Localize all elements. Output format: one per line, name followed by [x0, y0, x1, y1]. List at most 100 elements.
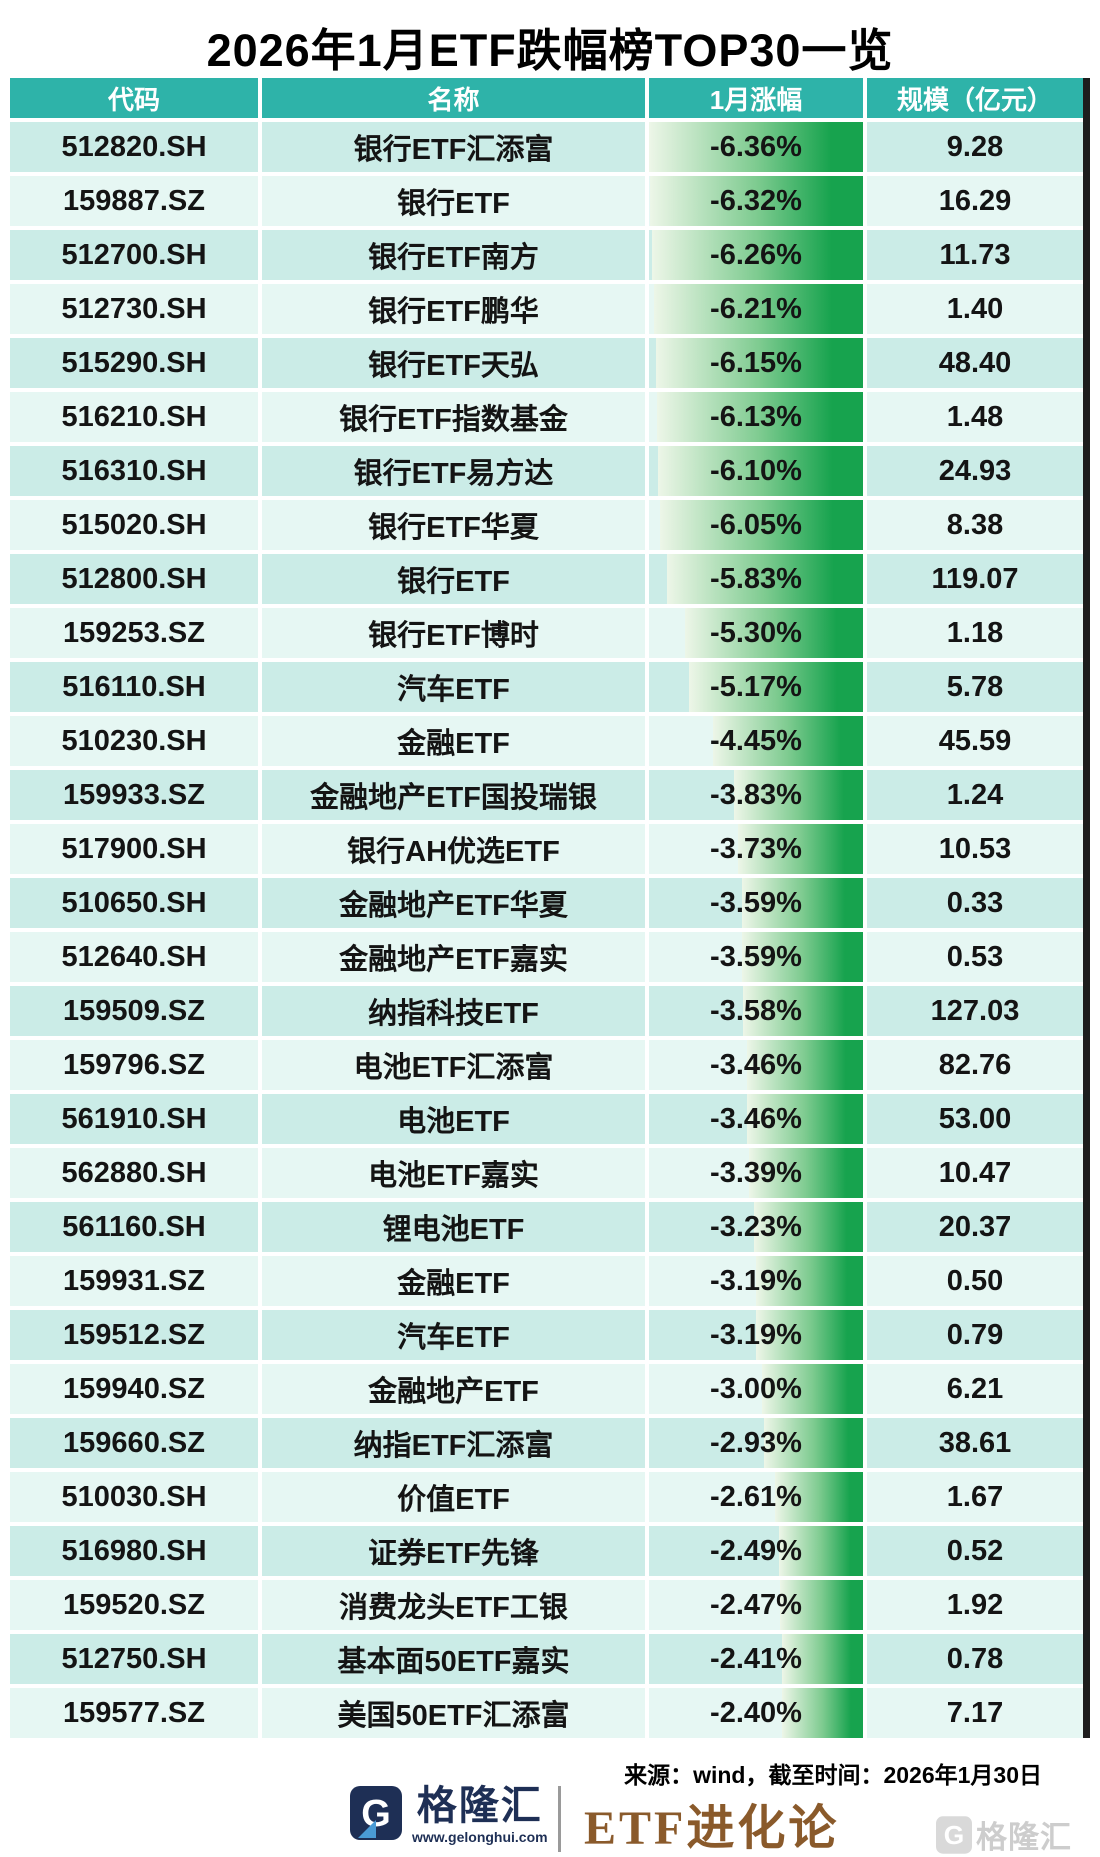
name-cell: 汽车ETF: [262, 662, 645, 712]
name-cell: 银行ETF: [262, 176, 645, 226]
change-data-bar: [652, 230, 863, 280]
code-cell: 561160.SH: [10, 1202, 258, 1252]
code-cell: 515290.SH: [10, 338, 258, 388]
name-cell: 金融ETF: [262, 716, 645, 766]
change-label: -6.32%: [710, 184, 802, 217]
name-cell: 银行ETF南方: [262, 230, 645, 280]
code-cell: 159933.SZ: [10, 770, 258, 820]
change-cell: -6.36%: [649, 122, 863, 172]
name-cell: 电池ETF: [262, 1094, 645, 1144]
change-cell: -2.61%: [649, 1472, 863, 1522]
code-cell: 561910.SH: [10, 1094, 258, 1144]
change-data-bar: [666, 554, 863, 604]
change-data-bar: [746, 1040, 863, 1090]
watermark-logo-icon: G: [936, 1815, 972, 1854]
code-cell: 516310.SH: [10, 446, 258, 496]
change-data-bar: [742, 878, 863, 928]
change-cell: -5.30%: [649, 608, 863, 658]
change-data-bar: [755, 1256, 863, 1306]
change-data-bar: [748, 1148, 863, 1198]
change-cell: -2.41%: [649, 1634, 863, 1684]
name-cell: 消费龙头ETF工银: [262, 1580, 645, 1630]
name-cell: 银行ETF天弘: [262, 338, 645, 388]
scale-cell: 0.79: [867, 1310, 1083, 1360]
name-cell: 金融地产ETF: [262, 1364, 645, 1414]
change-cell: -3.58%: [649, 986, 863, 1036]
change-cell: -6.13%: [649, 392, 863, 442]
scale-cell: 5.78: [867, 662, 1083, 712]
code-cell: 159577.SZ: [10, 1688, 258, 1738]
name-cell: 价值ETF: [262, 1472, 645, 1522]
svg-text:G: G: [944, 1820, 964, 1850]
name-cell: 银行AH优选ETF: [262, 824, 645, 874]
name-cell: 银行ETF鹏华: [262, 284, 645, 334]
etf-evolution-brand: ETF进化论: [584, 1802, 840, 1855]
change-cell: -6.26%: [649, 230, 863, 280]
change-cell: -6.05%: [649, 500, 863, 550]
scale-cell: 11.73: [867, 230, 1083, 280]
scale-cell: 9.28: [867, 122, 1083, 172]
code-cell: 512730.SH: [10, 284, 258, 334]
change-label: -6.21%: [710, 292, 802, 325]
code-cell: 159520.SZ: [10, 1580, 258, 1630]
change-cell: -3.46%: [649, 1094, 863, 1144]
name-cell: 纳指科技ETF: [262, 986, 645, 1036]
change-cell: -3.00%: [649, 1364, 863, 1414]
change-data-bar: [742, 932, 863, 982]
scale-cell: 1.48: [867, 392, 1083, 442]
gelonghui-brand: G 格隆汇 www.gelonghui.com: [350, 1786, 548, 1845]
code-cell: 159931.SZ: [10, 1256, 258, 1306]
name-cell: 证券ETF先锋: [262, 1526, 645, 1576]
column-header-scale: 规模（亿元）: [867, 78, 1083, 118]
code-cell: 510030.SH: [10, 1472, 258, 1522]
scale-cell: 127.03: [867, 986, 1083, 1036]
scale-cell: 7.17: [867, 1688, 1083, 1738]
change-data-bar: [656, 392, 863, 442]
change-data-bar: [755, 1310, 863, 1360]
change-label: -3.58%: [710, 994, 802, 1027]
change-label: -2.61%: [710, 1480, 802, 1513]
change-label: -6.05%: [710, 508, 802, 541]
scale-cell: 6.21: [867, 1364, 1083, 1414]
code-cell: 159887.SZ: [10, 176, 258, 226]
code-cell: 516110.SH: [10, 662, 258, 712]
change-data-bar: [659, 500, 863, 550]
change-label: -2.41%: [710, 1642, 802, 1675]
name-cell: 汽车ETF: [262, 1310, 645, 1360]
scale-cell: 0.33: [867, 878, 1083, 928]
code-cell: 159940.SZ: [10, 1364, 258, 1414]
change-data-bar: [764, 1418, 863, 1468]
change-cell: -2.47%: [649, 1580, 863, 1630]
change-data-bar: [713, 716, 863, 766]
scale-cell: 38.61: [867, 1418, 1083, 1468]
scale-cell: 119.07: [867, 554, 1083, 604]
change-cell: -2.93%: [649, 1418, 863, 1468]
change-data-bar: [734, 770, 863, 820]
change-cell: -3.23%: [649, 1202, 863, 1252]
gelonghui-logo-icon: G: [350, 1786, 402, 1840]
change-data-bar: [689, 662, 863, 712]
code-cell: 562880.SH: [10, 1148, 258, 1198]
gelonghui-url: www.gelonghui.com: [412, 1829, 548, 1845]
change-label: -6.15%: [710, 346, 802, 379]
change-cell: -3.19%: [649, 1256, 863, 1306]
code-cell: 512750.SH: [10, 1634, 258, 1684]
watermark-text: 格隆汇: [976, 1820, 1072, 1855]
change-data-bar: [657, 446, 863, 496]
change-data-bar: [754, 1202, 863, 1252]
name-cell: 美国50ETF汇添富: [262, 1688, 645, 1738]
change-data-bar: [779, 1526, 863, 1576]
scale-cell: 48.40: [867, 338, 1083, 388]
code-cell: 512640.SH: [10, 932, 258, 982]
scale-cell: 0.52: [867, 1526, 1083, 1576]
etf-table: 代码 名称 1月涨幅 规模（亿元） 512820.SH 银行ETF汇添富 -6.…: [10, 78, 1083, 1738]
code-cell: 510230.SH: [10, 716, 258, 766]
code-cell: 512800.SH: [10, 554, 258, 604]
scale-cell: 10.53: [867, 824, 1083, 874]
change-data-bar: [775, 1472, 863, 1522]
change-label: -3.19%: [710, 1318, 802, 1351]
name-cell: 金融地产ETF华夏: [262, 878, 645, 928]
change-label: -3.59%: [710, 886, 802, 919]
change-data-bar: [656, 338, 863, 388]
